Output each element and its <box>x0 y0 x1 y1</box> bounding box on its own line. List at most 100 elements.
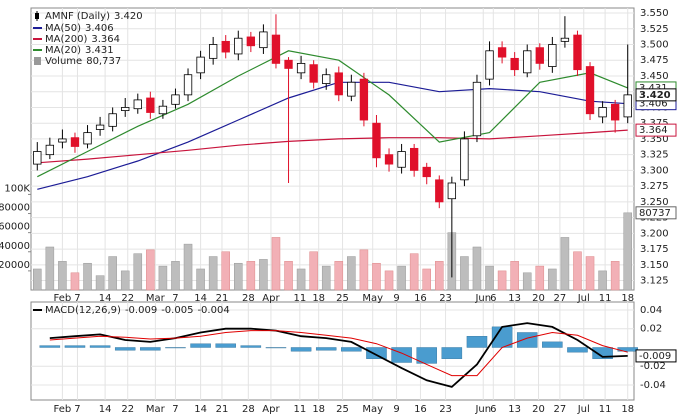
volume-bar <box>585 256 595 291</box>
macd-panel <box>30 301 635 401</box>
y-tick-label: 3.125 <box>640 276 669 287</box>
volume-bar <box>246 261 256 291</box>
candle-body <box>460 138 469 181</box>
candle-body <box>535 47 544 64</box>
candle-body <box>510 57 519 71</box>
legend-label: -0.009 <box>125 305 157 316</box>
x-tick-label: 11 <box>599 293 612 304</box>
legend-label: 80,737 <box>86 56 121 67</box>
volume-bar <box>271 237 281 291</box>
volume-bar <box>58 261 67 291</box>
legend-icon <box>34 57 41 65</box>
x-tick-label: Mar <box>146 293 166 304</box>
candle-body <box>221 40 230 53</box>
macd-histogram-bar <box>341 347 362 352</box>
y2-tick-label: 80000 <box>0 203 30 214</box>
candle-body <box>334 72 343 96</box>
value-tag <box>635 123 677 137</box>
macd-histogram-bar <box>416 347 437 364</box>
candle-body <box>171 94 180 105</box>
y2-tick-label: 60000 <box>0 222 30 233</box>
value-tag <box>635 349 677 363</box>
y-tick-label: 3.150 <box>640 260 669 271</box>
volume-bar <box>120 270 130 291</box>
y-tick-label: 3.325 <box>640 150 669 161</box>
candle-body <box>585 66 595 115</box>
candle-body <box>422 166 431 178</box>
macd-histogram-bar <box>391 347 412 363</box>
volume-bar <box>334 261 344 291</box>
x-tick-label: 14 <box>194 293 207 304</box>
macd-histogram-bar <box>592 347 613 359</box>
value-tag-label: 80737 <box>639 208 671 219</box>
macd-histogram-bar <box>165 347 186 349</box>
volume-bar <box>70 272 80 291</box>
candle-body <box>397 151 406 168</box>
x-tick-label: May <box>362 404 383 415</box>
legend-label: MA(20) <box>45 45 81 56</box>
volume-bar <box>183 243 193 291</box>
macd-histogram-bar <box>64 345 86 348</box>
volume-bar <box>234 262 243 291</box>
volume-bar <box>158 265 168 291</box>
volume-bar <box>359 249 369 291</box>
y-tick-label: 3.275 <box>640 181 669 192</box>
volume-bar <box>460 256 469 291</box>
y2-tick-label: 40000 <box>0 241 30 252</box>
candle-body <box>33 151 42 165</box>
moving-average-line <box>37 129 628 164</box>
volume-bar <box>598 270 607 291</box>
legend-label: Volume <box>45 56 82 67</box>
x-tick-label: 11 <box>293 293 306 304</box>
volume-bar <box>321 265 331 291</box>
volume-bar <box>171 261 180 291</box>
candle-body <box>133 99 142 110</box>
candle-body <box>95 124 105 130</box>
candle-body <box>259 31 268 49</box>
volume-bar <box>422 268 431 291</box>
candle-body <box>58 138 67 143</box>
volume-bar <box>259 259 268 291</box>
candle-body <box>359 78 369 121</box>
x-tick-label: Jun <box>474 293 491 304</box>
candle-body <box>322 74 331 84</box>
legend-label: AMNF (Daily) <box>45 11 110 22</box>
volume-bar <box>623 212 632 291</box>
legend-label: MA(50) <box>45 23 81 34</box>
legend-icon <box>35 13 39 19</box>
candle-body <box>83 132 92 145</box>
macd-histogram-bar <box>240 345 262 348</box>
candle-body <box>372 122 381 159</box>
volume-bar <box>284 261 293 291</box>
legend-label: -0.004 <box>197 305 229 316</box>
x-tick-label: Jul <box>577 293 590 304</box>
x-tick-label: Feb <box>54 404 72 415</box>
value-tag-label: 3.406 <box>639 99 668 110</box>
x-tick-label: 7 <box>172 293 178 304</box>
x-tick-label: May <box>362 293 383 304</box>
macd-tick-label: 0.02 <box>640 324 662 335</box>
y-tick-label: 3.550 <box>640 8 669 19</box>
candle-body <box>409 147 419 171</box>
candle-body <box>296 62 306 74</box>
x-tick-label: 28 <box>242 404 255 415</box>
volume-bar <box>510 261 519 291</box>
volume-bar <box>573 251 582 291</box>
x-tick-label: 23 <box>439 293 452 304</box>
price-panel <box>30 7 635 291</box>
candle-body <box>610 103 620 121</box>
candle-body <box>497 47 507 58</box>
macd-histogram-bar <box>441 347 463 359</box>
macd-tick-label: 0.04 <box>640 305 662 316</box>
x-tick-label: 25 <box>336 293 349 304</box>
x-tick-label: 11 <box>599 404 612 415</box>
candle-body <box>347 81 356 97</box>
candle-body <box>208 44 218 59</box>
macd-histogram-bar <box>89 345 111 348</box>
candle-body <box>183 74 193 96</box>
candle-body <box>121 107 130 112</box>
candle-body <box>472 81 482 137</box>
legend-label: 3.364 <box>91 34 120 45</box>
x-tick-label: 16 <box>414 404 427 415</box>
candle-body <box>196 56 205 74</box>
